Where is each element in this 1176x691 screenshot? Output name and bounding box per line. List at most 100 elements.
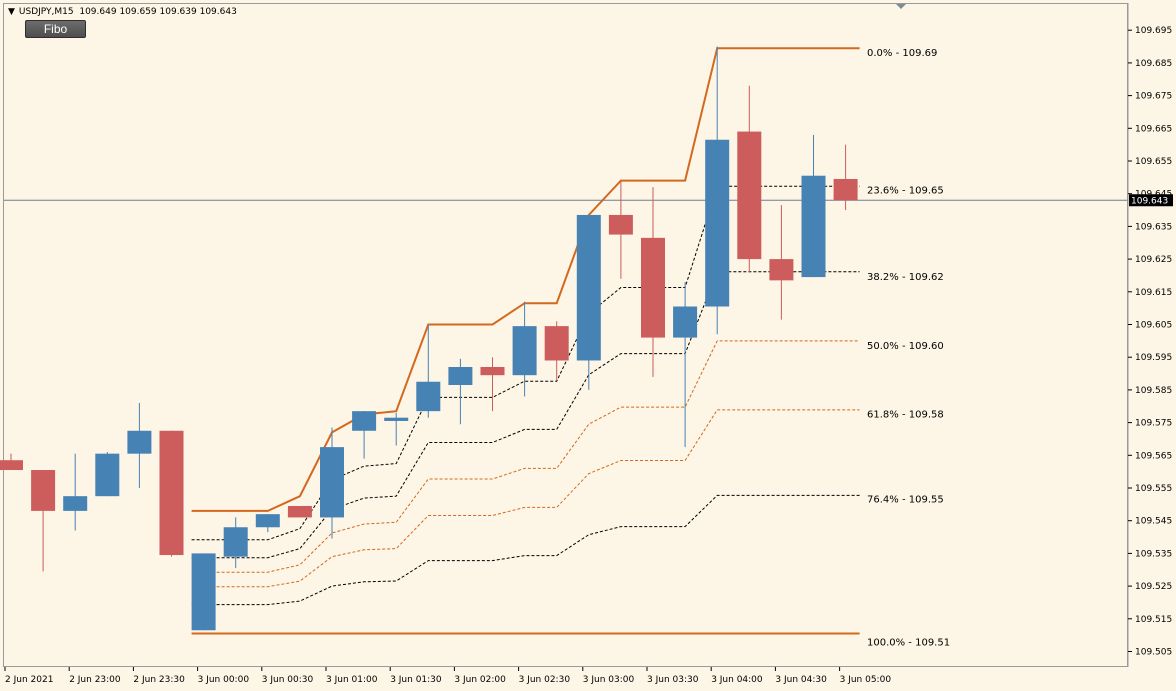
time-tick-label: 3 Jun 05:00 <box>840 675 892 685</box>
price-tick-label: 109.695 <box>1135 26 1172 36</box>
price-tick-label: 109.545 <box>1135 517 1172 527</box>
candle-body <box>448 367 473 385</box>
price-tick-label: 109.635 <box>1135 222 1172 232</box>
candle <box>223 517 248 569</box>
candle-body <box>705 139 730 307</box>
chart-header: ▼ USDJPY,M15 109.649 109.659 109.639 109.… <box>8 7 237 17</box>
candle <box>480 357 505 412</box>
candle <box>801 134 826 278</box>
candle <box>416 324 441 418</box>
fib-label-23-6: 23.6% - 109.65 <box>867 186 944 197</box>
candle <box>95 452 120 497</box>
candle-body <box>673 306 698 338</box>
price-tick-label: 109.615 <box>1135 288 1172 298</box>
candle <box>833 144 858 211</box>
fib-label-61-8: 61.8% - 109.58 <box>867 410 944 421</box>
price-axis: 109.695 109.685 109.675 109.665 109.655 109.6… <box>896 3 1173 667</box>
ohlc-label: 109.649 109.659 109.639 109.643 <box>79 7 237 17</box>
chart-shift-marker-icon <box>896 4 906 9</box>
candle <box>255 514 280 533</box>
price-tick-label: 109.535 <box>1135 549 1172 559</box>
candle <box>641 187 665 377</box>
time-tick-label: 2 Jun 23:00 <box>69 675 121 685</box>
time-tick-label: 3 Jun 00:30 <box>262 675 314 685</box>
candle-body <box>95 453 120 497</box>
time-tick-label: 2 Jun 2021 <box>5 675 53 685</box>
fib-label-76-4: 76.4% - 109.55 <box>867 495 944 506</box>
price-tick-label: 109.685 <box>1135 59 1172 69</box>
price-tick-label: 109.625 <box>1135 255 1172 265</box>
fib-label-38-2: 38.2% - 109.62 <box>867 272 944 283</box>
price-tick-label: 109.505 <box>1135 648 1172 658</box>
price-tick-label: 109.525 <box>1135 582 1172 592</box>
candle <box>705 46 730 335</box>
candle-body <box>223 527 248 557</box>
symbol-label: USDJPY,M15 <box>18 7 74 17</box>
candle-body <box>480 367 505 376</box>
price-tick-label: 109.565 <box>1135 451 1172 461</box>
candle-body <box>255 514 280 528</box>
time-axis: 2 Jun 2021 2 Jun 23:00 2 Jun 23:30 3 Jun 00… <box>4 667 892 685</box>
price-tick-label: 109.555 <box>1135 484 1172 494</box>
candle-body <box>769 259 794 281</box>
price-tick-label: 109.515 <box>1135 615 1172 625</box>
time-tick-label: 3 Jun 01:00 <box>326 675 378 685</box>
time-tick-label: 3 Jun 03:30 <box>647 675 699 685</box>
price-tick-label: 109.605 <box>1135 321 1172 331</box>
candle <box>352 411 377 459</box>
candle <box>544 321 569 381</box>
time-tick-label: 3 Jun 04:00 <box>711 675 763 685</box>
candle-body <box>63 496 88 511</box>
candle <box>320 427 344 539</box>
candle-body <box>191 553 216 631</box>
time-tick-label: 3 Jun 02:00 <box>454 675 506 685</box>
current-price-label: 109.643 <box>1131 197 1168 207</box>
fib-label-50-0: 50.0% - 109.60 <box>867 341 944 352</box>
price-tick-label: 109.595 <box>1135 353 1172 363</box>
candle <box>63 453 88 531</box>
dropdown-triangle-icon[interactable]: ▼ <box>8 7 15 17</box>
candle-body <box>833 178 858 201</box>
candle-body <box>352 411 377 431</box>
candle-body <box>416 381 441 412</box>
time-tick-label: 3 Jun 00:00 <box>198 675 250 685</box>
fibonacci-retracement: 0.0% - 109.69 23.6% - 109.65 38.2% - 109.6… <box>191 47 950 649</box>
fib-level-0-line <box>191 47 860 512</box>
price-tick-label: 109.585 <box>1135 386 1172 396</box>
fibo-button[interactable]: Fibo <box>25 20 86 38</box>
candle <box>512 301 537 397</box>
time-tick-label: 3 Jun 02:30 <box>519 675 571 685</box>
candle-body <box>384 417 409 421</box>
candle-body <box>641 237 665 338</box>
candle <box>159 430 184 557</box>
price-tick-label: 109.665 <box>1135 124 1172 134</box>
candle-body <box>31 470 56 511</box>
candle-body <box>127 430 152 454</box>
fib-label-100-0: 100.0% - 109.51 <box>867 638 950 649</box>
candle-body <box>608 214 633 235</box>
time-tick-label: 3 Jun 03:00 <box>583 675 635 685</box>
candle <box>737 85 762 273</box>
price-tick-label: 109.675 <box>1135 92 1172 102</box>
candle <box>608 180 633 279</box>
candle <box>384 412 409 446</box>
candle-body <box>287 505 312 518</box>
candle <box>576 214 601 390</box>
current-price-badge <box>1129 194 1173 207</box>
candle <box>769 205 794 320</box>
time-tick-label: 3 Jun 01:30 <box>390 675 442 685</box>
candle <box>287 505 312 518</box>
fib-level-61-8-line <box>191 409 860 588</box>
candle <box>673 281 698 448</box>
fib-level-38-2-line <box>191 271 860 559</box>
candle <box>191 553 216 631</box>
candle-body <box>737 131 762 260</box>
candle <box>0 453 23 471</box>
fib-level-50-0-line <box>191 340 860 573</box>
candle-body <box>320 447 344 518</box>
candle-body <box>576 214 601 361</box>
fib-label-0-0: 0.0% - 109.69 <box>867 48 937 59</box>
candle-body <box>801 175 826 278</box>
price-tick-label: 109.655 <box>1135 157 1172 167</box>
